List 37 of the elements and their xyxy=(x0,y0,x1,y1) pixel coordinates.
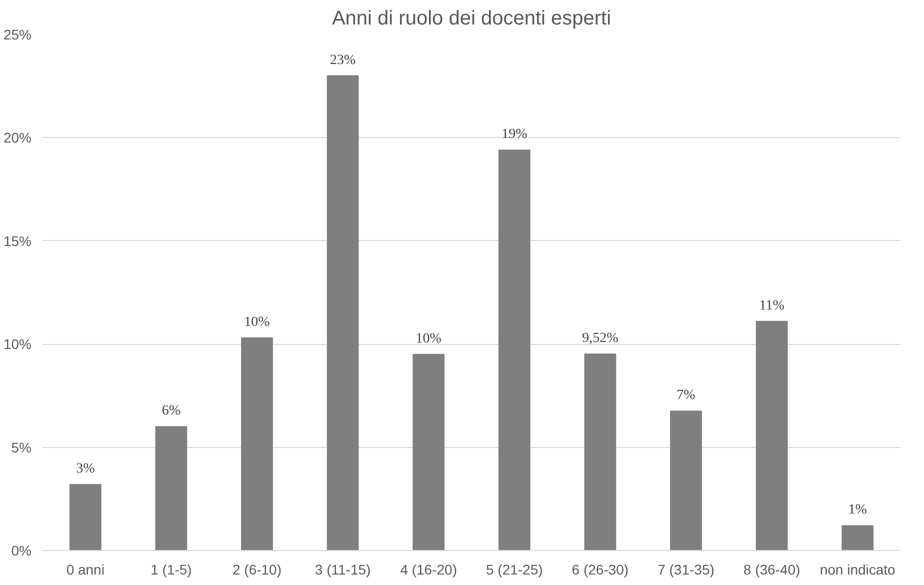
data-label: 11% xyxy=(759,298,785,314)
bar xyxy=(842,525,874,550)
chart-title: Anni di ruolo dei docenti esperti xyxy=(332,8,612,30)
bar xyxy=(241,337,273,550)
bar xyxy=(756,320,788,550)
y-tick-label: 0% xyxy=(11,542,32,558)
x-tick-label: 0 anni xyxy=(66,562,104,578)
x-tick-label: 1 (1-5) xyxy=(150,562,192,578)
data-label: 19% xyxy=(502,127,528,142)
data-label: 23% xyxy=(330,52,356,68)
x-tick-label: 8 (36-40) xyxy=(743,562,800,578)
bar xyxy=(69,484,102,550)
y-tick-label: 15% xyxy=(3,232,32,249)
x-tick-label: 5 (21-25) xyxy=(486,562,543,578)
x-tick-label: 3 (11-15) xyxy=(314,562,371,578)
data-label: 9,52% xyxy=(582,331,619,346)
y-tick-label: 5% xyxy=(11,439,32,456)
x-tick-label: 6 (26-30) xyxy=(572,562,629,578)
x-tick-label: 7 (31-35) xyxy=(658,562,714,578)
bar xyxy=(412,354,445,550)
data-label: 3% xyxy=(76,461,96,476)
y-tick-label: 20% xyxy=(3,130,32,146)
x-tick-label: 4 (16-20) xyxy=(400,562,458,578)
data-label: 10% xyxy=(244,314,270,330)
x-tick-label: non indicato xyxy=(820,562,896,578)
bar xyxy=(498,150,530,550)
bar xyxy=(584,354,616,550)
data-label: 10% xyxy=(416,331,442,346)
y-tick-label: 25% xyxy=(3,26,32,42)
bar xyxy=(326,75,359,550)
bar xyxy=(155,426,188,550)
bar xyxy=(670,410,702,550)
data-label: 1% xyxy=(848,502,868,518)
data-label: 6% xyxy=(162,404,181,419)
data-label: 7% xyxy=(676,388,696,404)
y-tick-label: 10% xyxy=(3,336,32,352)
x-tick-label: 2 (6-10) xyxy=(232,562,282,578)
